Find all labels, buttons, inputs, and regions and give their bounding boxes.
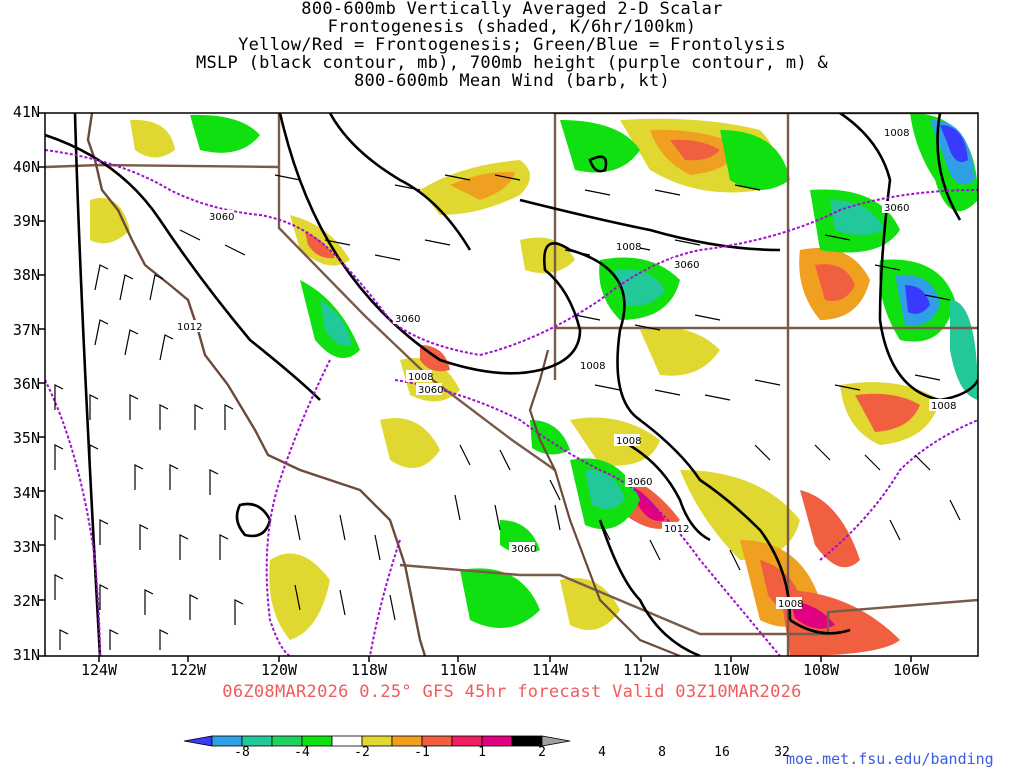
map-frame xyxy=(44,112,979,657)
axis-ticks xyxy=(39,112,912,662)
mslp-label: 1012 xyxy=(177,322,202,333)
lat-label-39n: 39N xyxy=(12,212,40,230)
lon-label-122w: 122W xyxy=(169,661,207,679)
colorbar-arrow-right xyxy=(541,735,571,747)
lon-label-120w: 120W xyxy=(260,661,298,679)
mslp-label: 1012 xyxy=(664,524,689,535)
chart-title: 800-600mb Vertically Averaged 2-D Scalar… xyxy=(0,0,1024,90)
lat-label-31n: 31N xyxy=(12,646,40,664)
wind-barbs xyxy=(54,174,961,650)
lat-label-35n: 35N xyxy=(12,429,40,447)
mslp-label: 1008 xyxy=(580,361,605,372)
height-label: 3060 xyxy=(511,544,536,555)
height-contours xyxy=(45,149,978,656)
lon-label-110w: 110W xyxy=(712,661,750,679)
colorbar-label: 4 xyxy=(598,745,606,760)
height-label: 3060 xyxy=(674,260,699,271)
lat-label-38n: 38N xyxy=(12,266,40,284)
colorbar-label: -4 xyxy=(294,745,310,760)
lon-label-114w: 114W xyxy=(531,661,569,679)
coastline xyxy=(86,113,427,656)
lat-label-36n: 36N xyxy=(12,375,40,393)
title-line-3: Yellow/Red = Frontogenesis; Green/Blue =… xyxy=(238,35,786,55)
colorbar-label: 32 xyxy=(774,745,790,760)
lon-label-108w: 108W xyxy=(802,661,840,679)
mslp-label: 1008 xyxy=(616,436,641,447)
colorbar-label: -2 xyxy=(354,745,370,760)
lat-label-34n: 34N xyxy=(12,484,40,502)
forecast-valid-text: 06Z08MAR2026 0.25° GFS 45hr forecast Val… xyxy=(222,682,802,702)
source-url: moe.met.fsu.edu/banding xyxy=(786,750,994,768)
lon-label-112w: 112W xyxy=(622,661,660,679)
lat-label-37n: 37N xyxy=(12,321,40,339)
mslp-label: 1008 xyxy=(408,372,433,383)
lat-label-32n: 32N xyxy=(12,592,40,610)
lon-label-124w: 124W xyxy=(80,661,118,679)
colorbar-label: 1 xyxy=(478,745,486,760)
mslp-label: 1008 xyxy=(931,401,956,412)
frontogenesis-shading xyxy=(90,118,940,656)
frontolysis-shading xyxy=(190,113,978,628)
title-line-1: 800-600mb Vertically Averaged 2-D Scalar xyxy=(301,0,723,19)
lat-label-40n: 40N xyxy=(12,158,40,176)
colorbar-label: 2 xyxy=(538,745,546,760)
height-label: 3060 xyxy=(884,203,909,214)
gulf-coast xyxy=(528,349,681,656)
colorbar xyxy=(183,735,571,747)
height-label: 3060 xyxy=(209,212,234,223)
colorbar-label: -1 xyxy=(414,745,430,760)
title-line-2: Frontogenesis (shaded, K/6hr/100km) xyxy=(327,17,697,37)
mslp-label: 1008 xyxy=(778,599,803,610)
height-label: 3060 xyxy=(627,477,652,488)
mslp-contours xyxy=(45,113,978,656)
title-line-5: 800-600mb Mean Wind (barb, kt) xyxy=(353,71,671,91)
height-label: 3060 xyxy=(418,385,443,396)
lon-label-116w: 116W xyxy=(439,661,477,679)
lat-label-41n: 41N xyxy=(12,103,40,121)
state-borders xyxy=(45,113,978,656)
mslp-label: 1008 xyxy=(884,128,909,139)
colorbar-label: -8 xyxy=(234,745,250,760)
title-line-4: MSLP (black contour, mb), 700mb height (… xyxy=(195,53,829,73)
colorbar-label: 16 xyxy=(714,745,730,760)
colorbar-label: 8 xyxy=(658,745,666,760)
lon-label-118w: 118W xyxy=(350,661,388,679)
height-label: 3060 xyxy=(395,314,420,325)
mslp-label: 1008 xyxy=(616,242,641,253)
lon-label-106w: 106W xyxy=(892,661,930,679)
colorbar-arrow-left xyxy=(183,735,213,747)
lat-label-33n: 33N xyxy=(12,538,40,556)
